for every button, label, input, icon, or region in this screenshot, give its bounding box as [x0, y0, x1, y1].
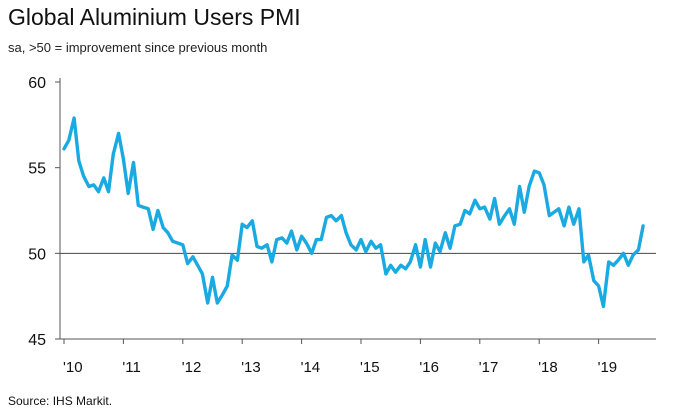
source-note: Source: IHS Markit. [8, 394, 113, 408]
series-line [62, 116, 645, 309]
x-axis: '10 '11 '12 '13 '14 '15 '16 '17 '18 '19 [60, 338, 656, 376]
y-tick-label: 50 [28, 246, 46, 263]
x-tick-label: '13 [241, 359, 261, 376]
x-tick-label: '18 [538, 359, 558, 376]
x-tick-label: '16 [419, 359, 439, 376]
x-tick-label: '10 [63, 359, 83, 376]
series-group [62, 116, 645, 309]
chart-subtitle: sa, >50 = improvement since previous mon… [8, 40, 268, 55]
x-tick-label: '19 [598, 359, 618, 376]
x-tick-label: '17 [479, 359, 499, 376]
y-tick-label: 45 [28, 332, 46, 349]
x-tick-label: '15 [360, 359, 380, 376]
chart-title: Global Aluminium Users PMI [8, 4, 301, 30]
y-axis: 45 50 55 60 [28, 75, 656, 349]
x-tick-label: '14 [301, 359, 321, 376]
x-tick-label: '12 [182, 359, 202, 376]
y-tick-label: 55 [28, 161, 46, 178]
y-tick-label: 60 [28, 75, 46, 92]
x-tick-label: '11 [122, 359, 140, 376]
